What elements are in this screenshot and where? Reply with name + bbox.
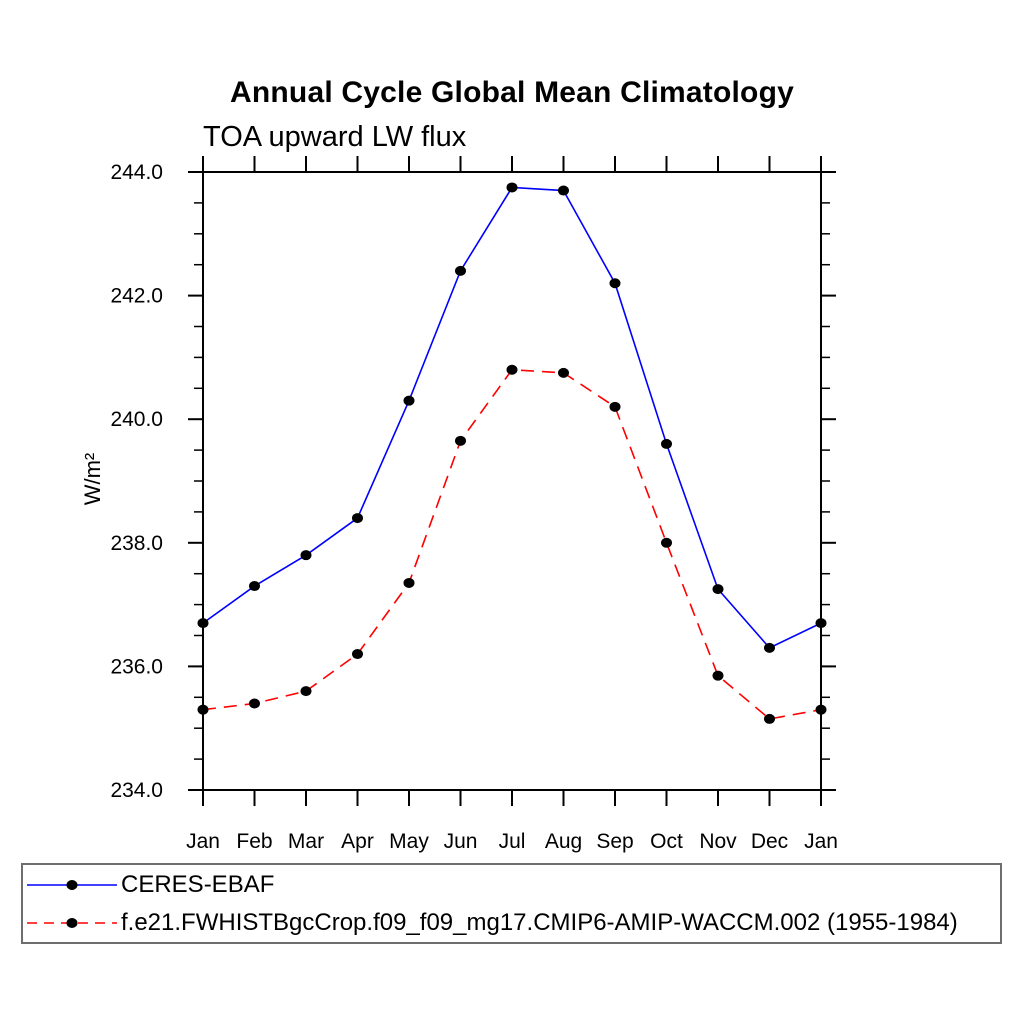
data-point-marker — [712, 670, 724, 681]
x-tick-label: Jan — [186, 830, 220, 853]
y-tick-label: 240.0 — [110, 408, 163, 431]
data-point-marker — [403, 577, 415, 588]
data-point-marker — [506, 364, 518, 375]
series-line — [202, 186, 822, 649]
legend-line-sample-red — [27, 917, 117, 928]
data-point-marker — [609, 278, 621, 289]
x-tick-label: Aug — [545, 830, 582, 853]
chart-title: Annual Cycle Global Mean Climatology — [230, 76, 794, 109]
y-tick-label: 242.0 — [110, 285, 163, 308]
data-point-marker — [300, 686, 312, 697]
x-tick-label: Jan — [804, 830, 838, 853]
legend-item-model-run: f.e21.FWHISTBgcCrop.f09_f09_mg17.CMIP6-A… — [25, 904, 1000, 942]
series-model-run — [197, 364, 827, 724]
y-tick-label: 244.0 — [110, 161, 163, 184]
x-tick-label: Dec — [751, 830, 788, 853]
plot-frame — [202, 171, 822, 791]
data-point-marker — [300, 550, 312, 561]
data-point-marker — [712, 584, 724, 595]
legend-item-ceres-ebaf: CERES-EBAF — [25, 866, 1000, 904]
data-point-marker — [558, 367, 569, 378]
legend-box: CERES-EBAF f.e21.FWHISTBgcCrop.f09_f09_m… — [21, 863, 1002, 944]
data-point-marker — [455, 435, 466, 446]
data-point-marker — [249, 698, 260, 709]
data-point-marker — [558, 185, 569, 196]
data-point-marker — [197, 618, 209, 629]
x-tick-label: Oct — [650, 830, 683, 853]
x-tick-label: May — [389, 830, 429, 853]
legend-sample-marker — [66, 879, 78, 890]
data-point-marker — [661, 537, 672, 548]
data-point-marker — [455, 265, 466, 276]
y-tick-label: 234.0 — [110, 779, 163, 802]
data-point-marker — [764, 642, 775, 653]
y-axis-ticks: 234.0 236.0 238.0 240.0 242.0 244.0 — [110, 161, 836, 802]
legend-label-ceres-ebaf: CERES-EBAF — [121, 870, 275, 898]
x-tick-label: Sep — [596, 830, 633, 853]
data-point-marker — [403, 395, 415, 406]
y-tick-label: 238.0 — [110, 532, 163, 555]
x-tick-label: Jul — [499, 830, 526, 853]
legend-sample-marker — [66, 917, 78, 928]
data-point-marker — [815, 704, 827, 715]
legend-line-sample-blue — [27, 879, 117, 890]
x-tick-label: Apr — [341, 830, 374, 853]
legend-label-model-run: f.e21.FWHISTBgcCrop.f09_f09_mg17.CMIP6-A… — [121, 908, 958, 936]
data-point-marker — [352, 513, 363, 524]
x-tick-label: Jun — [444, 830, 478, 853]
series-line — [202, 368, 822, 720]
data-point-marker — [815, 618, 827, 629]
x-tick-label: Nov — [699, 830, 737, 853]
y-tick-label: 236.0 — [110, 655, 163, 678]
data-point-marker — [352, 649, 363, 660]
chart-subtitle: TOA upward LW flux — [203, 121, 467, 153]
series-ceres-ebaf — [197, 182, 827, 653]
data-point-marker — [661, 438, 672, 449]
x-axis-ticks: Jan Feb Mar Apr May Jun Jul Aug Sep Oct Nov Dec Jan — [186, 156, 838, 853]
data-point-marker — [506, 182, 518, 193]
data-point-marker — [249, 581, 260, 592]
data-point-marker — [197, 704, 209, 715]
x-tick-label: Mar — [288, 830, 324, 853]
x-tick-label: Feb — [236, 830, 272, 853]
data-point-marker — [764, 713, 775, 724]
data-point-marker — [609, 401, 621, 412]
